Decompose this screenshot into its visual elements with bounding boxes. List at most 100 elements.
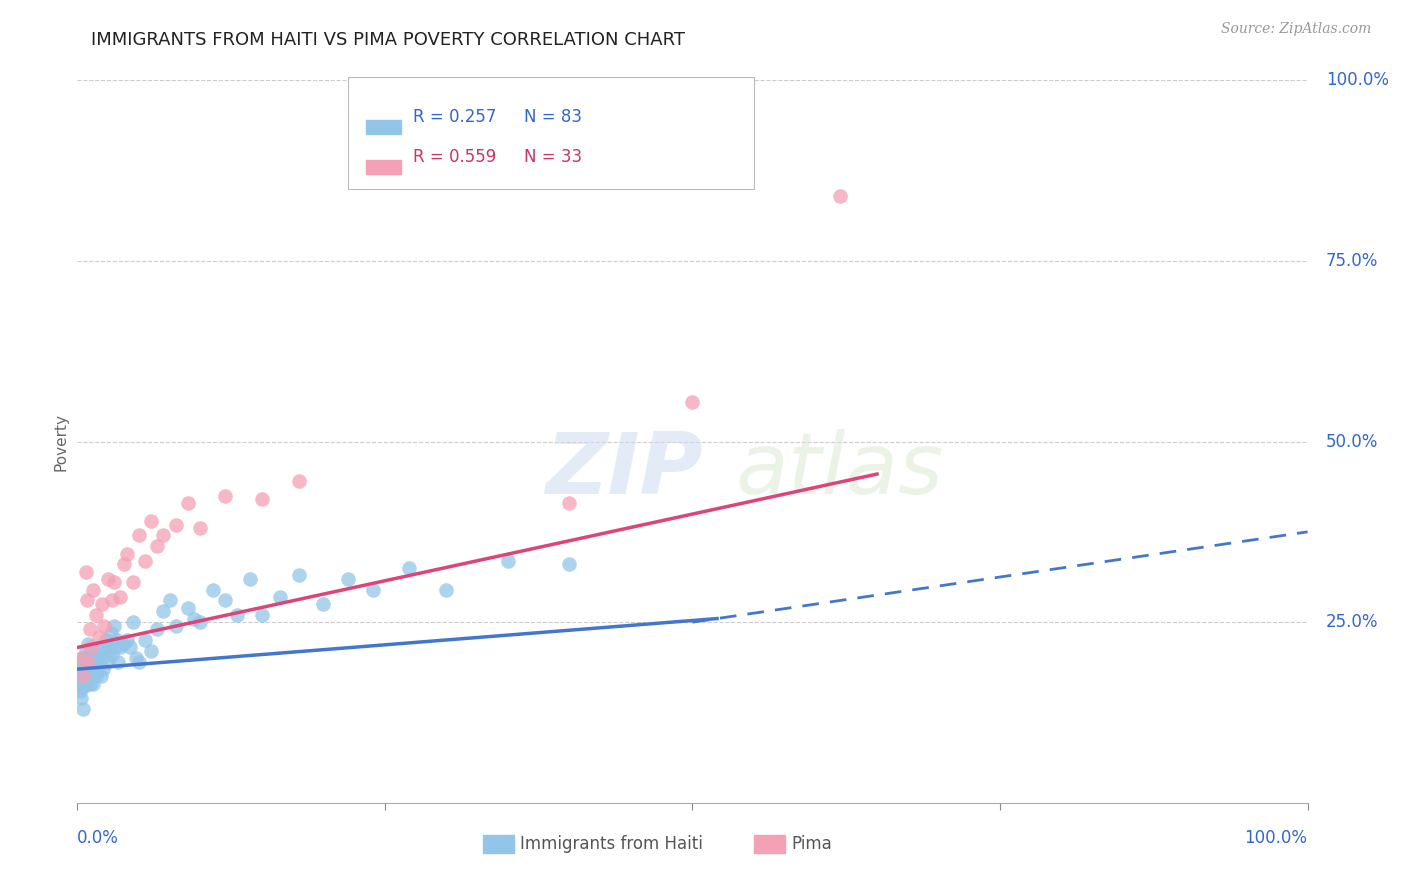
Text: Source: ZipAtlas.com: Source: ZipAtlas.com	[1220, 22, 1371, 37]
Point	[76, 676, 98, 690]
Point	[70, 665, 93, 680]
FancyBboxPatch shape	[349, 77, 754, 189]
Point	[82, 582, 104, 597]
Point	[201, 582, 224, 597]
Point	[90, 669, 112, 683]
Point	[125, 651, 148, 665]
Point	[496, 554, 519, 568]
Point	[87, 644, 110, 658]
Point	[89, 630, 111, 644]
Point	[82, 662, 104, 676]
Point	[69, 676, 91, 690]
Point	[79, 662, 101, 676]
Point	[75, 669, 97, 683]
Point	[79, 676, 101, 690]
Point	[73, 676, 96, 690]
Point	[111, 637, 134, 651]
Point	[70, 655, 93, 669]
Point	[72, 680, 94, 694]
Point	[115, 547, 138, 561]
Point	[115, 633, 138, 648]
Point	[141, 514, 163, 528]
Point	[361, 582, 384, 597]
Point	[250, 607, 273, 622]
Point	[159, 593, 181, 607]
Point	[288, 568, 311, 582]
Point	[80, 655, 103, 669]
Point	[93, 640, 115, 655]
Point	[107, 655, 129, 669]
Point	[103, 575, 125, 590]
Point	[76, 651, 98, 665]
Point	[86, 662, 108, 676]
Point	[90, 651, 114, 665]
Text: R = 0.257: R = 0.257	[413, 108, 496, 126]
Point	[72, 669, 94, 683]
Text: Pima: Pima	[792, 835, 831, 853]
Point	[93, 619, 115, 633]
Point	[72, 669, 94, 683]
Point	[97, 572, 120, 586]
Point	[558, 496, 581, 510]
Point	[110, 640, 132, 655]
Bar	[367, 120, 401, 135]
Text: 75.0%: 75.0%	[1326, 252, 1378, 270]
Point	[83, 655, 105, 669]
Text: 100.0%: 100.0%	[1244, 829, 1308, 847]
Point	[75, 565, 97, 579]
Point	[75, 644, 97, 658]
Text: IMMIGRANTS FROM HAITI VS PIMA POVERTY CORRELATION CHART: IMMIGRANTS FROM HAITI VS PIMA POVERTY CO…	[91, 31, 685, 49]
Point	[104, 640, 127, 655]
Point	[101, 593, 124, 607]
Point	[103, 619, 125, 633]
Point	[70, 691, 93, 706]
Bar	[754, 835, 785, 854]
Point	[72, 658, 94, 673]
Point	[76, 662, 98, 676]
Point	[682, 394, 704, 409]
Point	[134, 554, 156, 568]
Point	[94, 633, 117, 648]
Point	[239, 572, 262, 586]
Point	[214, 489, 236, 503]
Point	[100, 626, 122, 640]
Bar	[484, 835, 515, 854]
Point	[97, 655, 120, 669]
Point	[337, 572, 360, 586]
Point	[91, 662, 114, 676]
Point	[76, 593, 98, 607]
Point	[177, 600, 200, 615]
Point	[77, 655, 100, 669]
Point	[830, 189, 852, 203]
Point	[312, 597, 335, 611]
Point	[90, 597, 114, 611]
Point	[70, 662, 93, 676]
Point	[72, 702, 94, 716]
Point	[82, 669, 104, 683]
Text: 50.0%: 50.0%	[1326, 433, 1378, 450]
Point	[436, 582, 458, 597]
Point	[120, 640, 142, 655]
Point	[82, 644, 104, 658]
Point	[269, 590, 291, 604]
Text: N = 83: N = 83	[524, 108, 582, 126]
Text: 0.0%: 0.0%	[77, 829, 120, 847]
Point	[84, 607, 107, 622]
Point	[398, 561, 420, 575]
Point	[128, 528, 150, 542]
Text: R = 0.559: R = 0.559	[413, 148, 496, 166]
Point	[77, 637, 100, 651]
Point	[141, 644, 163, 658]
Text: N = 33: N = 33	[524, 148, 582, 166]
Point	[152, 604, 174, 618]
Point	[77, 669, 100, 683]
Point	[121, 615, 143, 630]
Point	[70, 651, 93, 665]
Point	[73, 669, 96, 683]
Point	[146, 623, 169, 637]
Point	[82, 676, 104, 690]
Point	[146, 539, 169, 553]
Point	[558, 558, 581, 572]
Point	[250, 492, 273, 507]
Text: 100.0%: 100.0%	[1326, 71, 1389, 89]
